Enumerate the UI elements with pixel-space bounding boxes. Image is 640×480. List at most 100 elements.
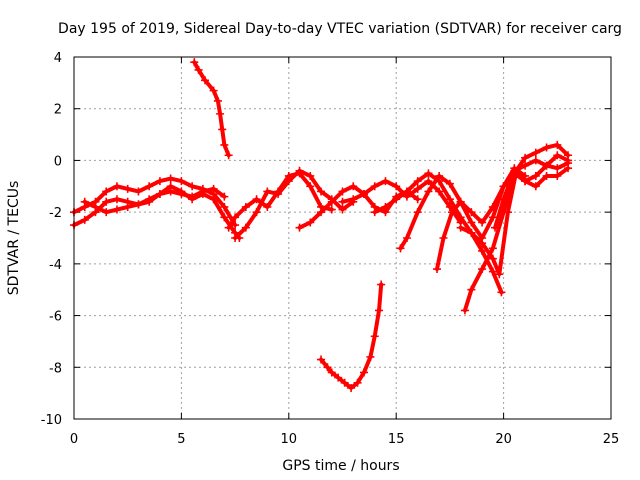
data-point: [503, 208, 512, 217]
data-point: [338, 205, 347, 214]
series-line: [435, 161, 571, 272]
data-point: [370, 332, 379, 341]
data-point: [521, 177, 530, 186]
data-point: [467, 218, 476, 227]
data-point: [396, 244, 405, 253]
x-axis-label: GPS time / hours: [282, 458, 399, 474]
data-point: [338, 197, 347, 206]
data-point: [213, 96, 222, 105]
data-point: [263, 187, 272, 196]
data-point: [112, 205, 121, 214]
data-point: [456, 197, 465, 206]
x-tick-label: 0: [70, 432, 78, 447]
data-point: [201, 76, 210, 85]
data-point: [413, 195, 422, 204]
data-point: [220, 213, 229, 222]
data-point: [370, 208, 379, 217]
data-point: [317, 208, 326, 217]
data-point: [553, 140, 562, 149]
data-point: [467, 208, 476, 217]
data-point: [413, 184, 422, 193]
data-point: [542, 161, 551, 170]
data-point: [80, 215, 89, 224]
data-point: [467, 228, 476, 237]
data-point: [349, 195, 358, 204]
data-point: [478, 246, 487, 255]
data-point: [166, 187, 175, 196]
data-point: [198, 187, 207, 196]
data-point: [241, 223, 250, 232]
x-tick-label: 10: [281, 432, 298, 447]
data-point: [495, 270, 504, 279]
data-point: [134, 187, 143, 196]
series-track-h: [317, 280, 386, 392]
series-track-o: [491, 151, 573, 232]
data-point: [123, 202, 132, 211]
data-point: [155, 190, 164, 199]
data-point: [216, 109, 225, 118]
data-point: [220, 192, 229, 201]
data-point: [252, 195, 261, 204]
data-point: [220, 140, 229, 149]
data-point: [542, 143, 551, 152]
data-point: [488, 267, 497, 276]
series-line: [340, 179, 463, 225]
data-point: [220, 202, 229, 211]
series-track-c: [80, 184, 229, 217]
data-point: [424, 169, 433, 178]
data-point: [166, 174, 175, 183]
data-point: [263, 202, 272, 211]
data-point: [497, 288, 506, 297]
data-point: [553, 164, 562, 173]
data-point: [327, 368, 336, 377]
data-point: [402, 187, 411, 196]
series-track-d: [190, 58, 233, 160]
data-point: [510, 166, 519, 175]
data-point: [499, 195, 508, 204]
data-point: [102, 197, 111, 206]
data-point: [252, 208, 261, 217]
data-point: [327, 205, 336, 214]
data-point: [224, 223, 233, 232]
data-point: [478, 218, 487, 227]
data-marks: [70, 58, 573, 392]
data-point: [338, 187, 347, 196]
data-point: [134, 200, 143, 209]
data-point: [553, 171, 562, 180]
data-point: [553, 151, 562, 160]
data-point: [456, 223, 465, 232]
data-point: [402, 234, 411, 242]
data-point: [435, 187, 444, 196]
axis-tick-labels: 0 5 10 15 20 25 -10 -8 -6 -4 -2 0 2 4: [41, 51, 620, 447]
data-point: [478, 265, 487, 274]
y-tick-label: 2: [54, 103, 62, 118]
data-point: [478, 239, 487, 248]
data-point: [521, 161, 530, 170]
data-point: [231, 234, 240, 242]
data-point: [241, 202, 250, 211]
data-point: [381, 177, 390, 186]
data-point: [445, 179, 454, 188]
y-axis-label: SDTVAR / TECUs: [6, 181, 22, 296]
data-point: [564, 164, 573, 173]
data-point: [488, 244, 497, 253]
data-point: [531, 182, 540, 191]
data-point: [467, 285, 476, 294]
data-point: [488, 202, 497, 211]
data-point: [445, 195, 454, 204]
x-tick-label: 15: [388, 432, 405, 447]
y-tick-label: -4: [49, 258, 62, 273]
data-point: [91, 202, 100, 211]
data-point: [112, 182, 121, 191]
data-point: [327, 197, 336, 206]
y-tick-label: -6: [49, 310, 62, 325]
series-line: [493, 153, 571, 230]
data-point: [413, 208, 422, 217]
data-point: [375, 306, 384, 315]
data-point: [564, 156, 573, 165]
data-point: [433, 265, 442, 274]
y-tick-label: 0: [54, 154, 62, 169]
series-track-j: [370, 169, 506, 297]
data-point: [435, 171, 444, 180]
